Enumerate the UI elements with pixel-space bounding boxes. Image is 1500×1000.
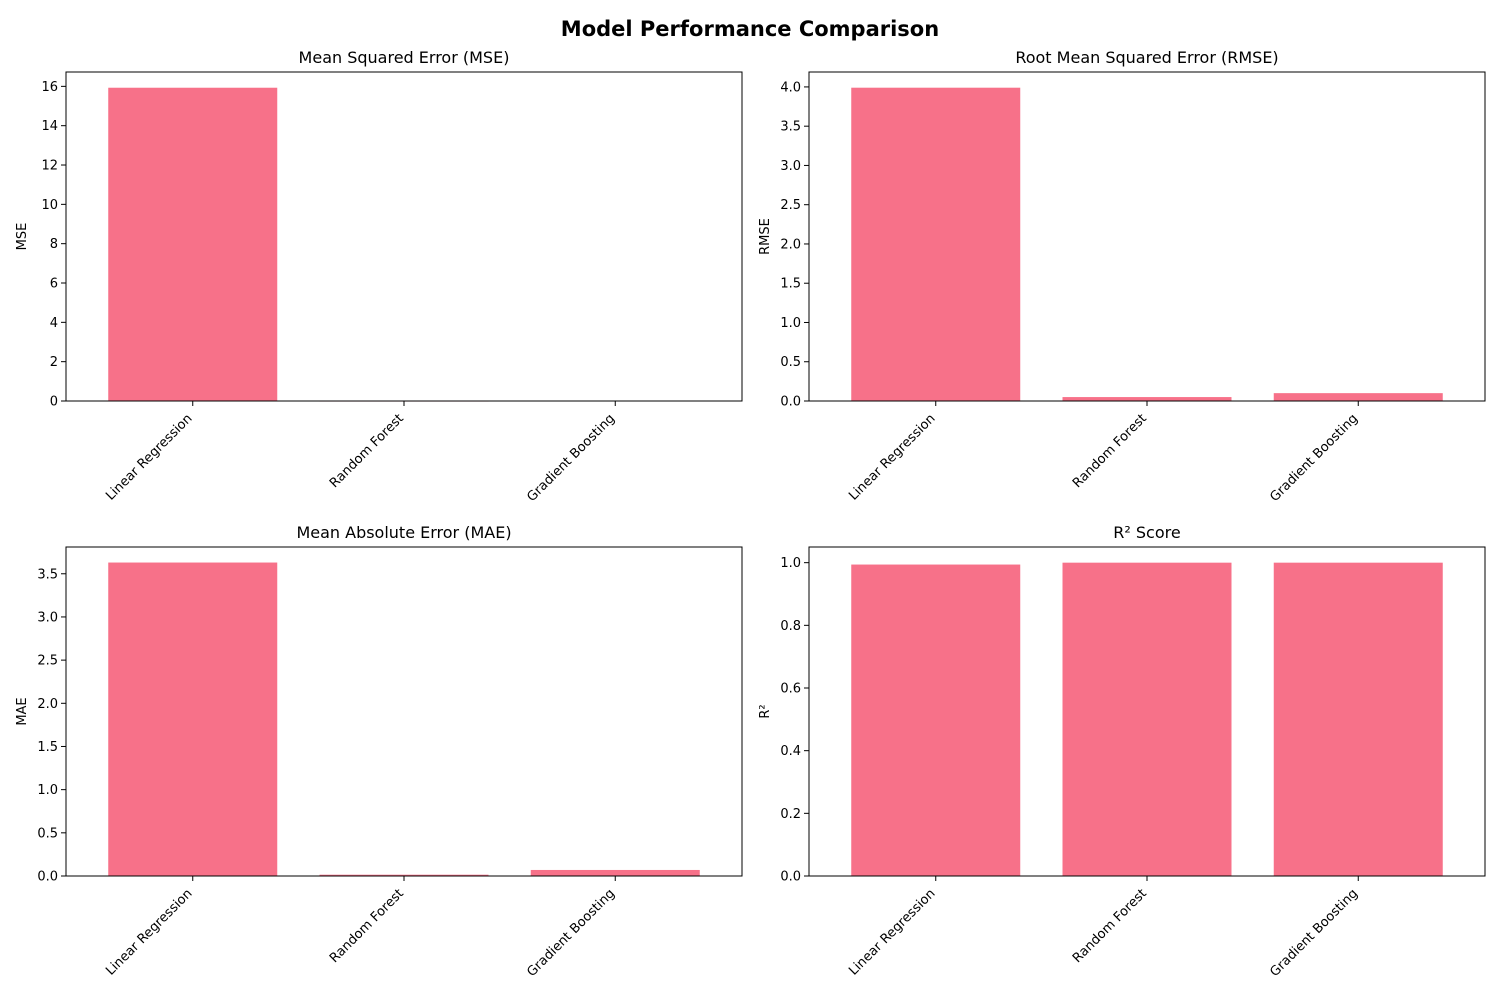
x-tick-label: Gradient Boosting — [1267, 411, 1361, 505]
y-tick-label: 2.0 — [37, 697, 58, 712]
y-tick-label: 3.5 — [37, 567, 58, 582]
chart-title: Mean Squared Error (MSE) — [299, 48, 510, 67]
y-tick-label: 3.5 — [780, 120, 801, 135]
chart-panel-2: 0.0 0.5 1.0 1.5 2.0 2.5 3.0 3.5 4.0 Linear Regres… — [758, 48, 1486, 505]
x-tick-label: Gradient Boosting — [1267, 886, 1361, 980]
x-tick-label: Random Forest — [327, 886, 407, 966]
y-tick-label: 3.0 — [37, 610, 58, 625]
y-tick-label: 0.0 — [780, 395, 801, 410]
y-tick-label: 0.8 — [780, 619, 801, 634]
bar-1 — [108, 87, 278, 401]
bar-1 — [851, 87, 1021, 401]
bar-3 — [530, 869, 700, 876]
y-tick-label: 1.5 — [37, 740, 58, 755]
y-tick-label: 0.2 — [780, 807, 801, 822]
x-tick-label: Linear Regression — [846, 886, 938, 978]
y-tick-label: 1.0 — [780, 316, 801, 331]
x-tick-label: Linear Regression — [103, 886, 195, 978]
bar-2 — [1062, 397, 1232, 401]
y-tick-label: 8 — [50, 237, 58, 252]
x-tick-label: Random Forest — [1070, 411, 1150, 491]
y-tick-label: 16 — [41, 80, 58, 95]
bar-3 — [1273, 393, 1443, 401]
x-tick-label: Random Forest — [1070, 886, 1150, 966]
y-tick-label: 2.5 — [780, 198, 801, 213]
y-tick-label: 0 — [50, 395, 58, 410]
chart-title: Root Mean Squared Error (RMSE) — [1015, 48, 1278, 67]
y-axis-label: R² — [758, 704, 773, 718]
y-tick-label: 4.0 — [780, 80, 801, 95]
x-tick-label: Gradient Boosting — [524, 411, 618, 505]
chart-panel-4: 0.0 0.2 0.4 0.6 0.8 1.0 Linear Regression Rando… — [758, 523, 1486, 980]
chart-title: Mean Absolute Error (MAE) — [296, 523, 511, 542]
y-axis-label: RMSE — [758, 218, 773, 255]
y-tick-label: 1.0 — [780, 556, 801, 571]
y-tick-label: 0.0 — [37, 870, 58, 885]
bar-1 — [108, 562, 278, 876]
y-tick-label: 0.0 — [780, 870, 801, 885]
y-tick-label: 1.5 — [780, 277, 801, 292]
y-tick-label: 0.4 — [780, 744, 801, 759]
bar-1 — [851, 564, 1021, 876]
x-tick-label: Random Forest — [327, 411, 407, 491]
y-tick-label: 14 — [41, 119, 58, 134]
x-tick-label: Linear Regression — [846, 411, 938, 503]
y-tick-label: 10 — [41, 198, 58, 213]
y-tick-label: 2.0 — [780, 237, 801, 252]
bar-3 — [1273, 562, 1443, 876]
subplot-grid: 0 2 4 6 8 10 12 14 16 Linear Regression Random For… — [15, 48, 1486, 980]
y-axis-label: MAE — [15, 697, 30, 725]
chart-panel-3: 0.0 0.5 1.0 1.5 2.0 2.5 3.0 3.5 Linear Regressio… — [15, 523, 743, 980]
figure-title: Model Performance Comparison — [561, 17, 939, 41]
y-tick-label: 12 — [41, 159, 58, 174]
y-tick-label: 2.5 — [37, 654, 58, 669]
x-tick-label: Linear Regression — [103, 411, 195, 503]
y-tick-label: 1.0 — [37, 783, 58, 798]
y-tick-label: 3.0 — [780, 159, 801, 174]
y-tick-label: 0.5 — [780, 355, 801, 370]
y-axis-label: MSE — [15, 223, 30, 251]
bar-2 — [1062, 562, 1232, 876]
y-tick-label: 0.6 — [780, 682, 801, 697]
chart-panel-1: 0 2 4 6 8 10 12 14 16 Linear Regression Random For… — [15, 48, 743, 505]
y-tick-label: 0.5 — [37, 826, 58, 841]
y-tick-label: 2 — [50, 355, 58, 370]
x-tick-label: Gradient Boosting — [524, 886, 618, 980]
bar-2 — [319, 874, 489, 876]
y-tick-label: 6 — [50, 277, 58, 292]
chart-title: R² Score — [1113, 523, 1180, 542]
y-tick-label: 4 — [50, 316, 58, 331]
